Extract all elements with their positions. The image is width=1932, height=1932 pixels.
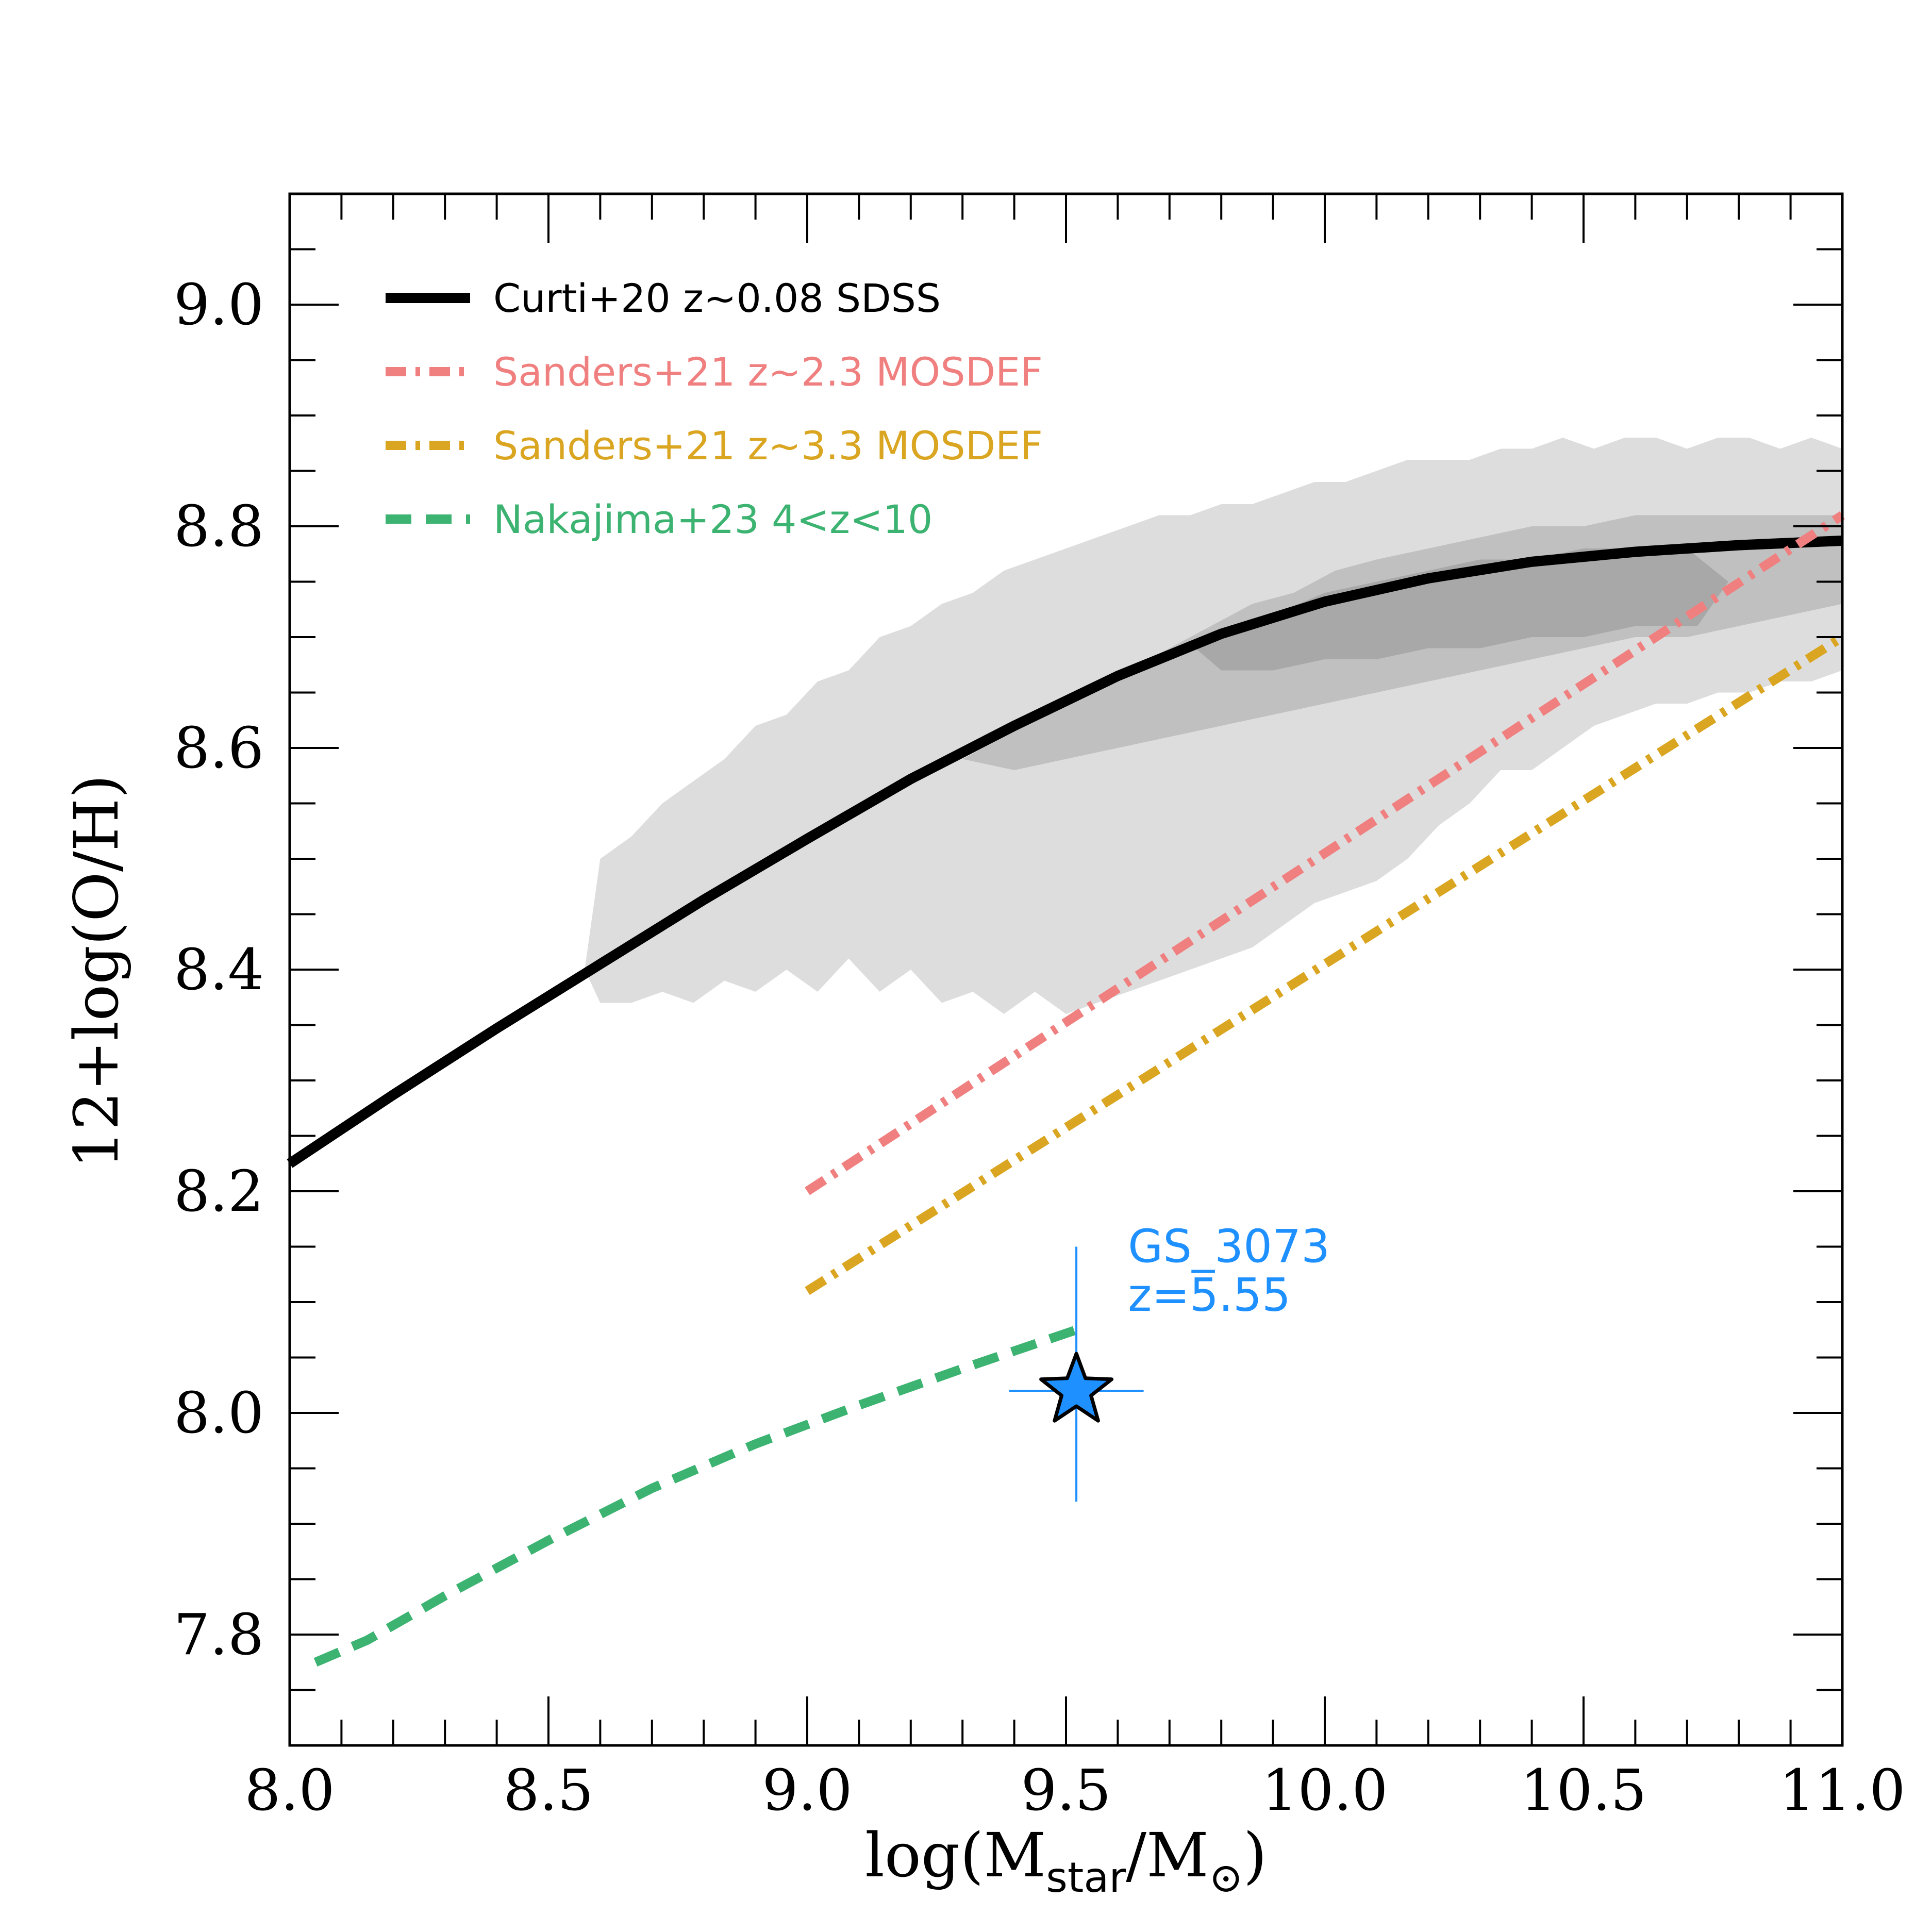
legend-label-nakajima23: Nakajima+23 4<z<10 [493,496,932,542]
density-contour-inner [1195,548,1729,671]
x-axis-label-sun: ⊙ [1209,1854,1243,1902]
x-tick-label: 9.5 [1021,1757,1111,1823]
legend: Curti+20 z~0.08 SDSS Sanders+21 z~2.3 MOS… [386,275,1043,542]
y-tick-label: 7.8 [174,1602,264,1668]
series-line-nakajima23 [313,1325,1078,1667]
point-label-name: GS_3073 [1128,1220,1330,1273]
star-marker [1039,1352,1114,1423]
y-axis-label: 12+log(O/H) [61,775,132,1169]
legend-label-sanders21-z33: Sanders+21 z~3.3 MOSDEF [493,423,1043,469]
x-tick-label: 11.0 [1779,1757,1906,1823]
y-tick-label: 8.4 [174,937,264,1003]
axis-ticks [289,193,1843,1746]
legend-label-curti20: Curti+20 z~0.08 SDSS [493,275,941,321]
x-axis-label: log(Mstar/M⊙) [865,1820,1267,1902]
x-tick-label: 8.5 [504,1757,594,1823]
x-axis-label-close: ) [1243,1820,1267,1891]
x-tick-label: 8.0 [245,1757,335,1823]
y-tick-label: 8.6 [174,715,264,781]
y-tick-label: 8.8 [174,493,264,559]
x-axis-label-main: log(M [865,1820,1046,1891]
x-axis-label-slash: /M [1126,1820,1209,1891]
x-tick-label: 9.0 [762,1757,853,1823]
point-label-redshift: z=5.55 [1128,1269,1291,1322]
axis-tick-labels: 8.0 8.5 9.0 9.5 10.0 10.5 11.0 7.8 8.0 8.2 8.4 8.6 8… [174,272,1905,1823]
series-line-sanders21-z23 [805,511,1845,1195]
x-tick-label: 10.0 [1262,1757,1388,1823]
x-axis-label-sub: star [1046,1854,1126,1902]
y-tick-label: 8.2 [174,1158,264,1224]
series-line-curti20 [287,535,1843,1168]
y-tick-label: 9.0 [174,272,264,338]
series-lines [287,511,1845,1667]
x-tick-label: 10.5 [1521,1757,1647,1823]
legend-label-sanders21-z23: Sanders+21 z~2.3 MOSDEF [493,349,1043,395]
series-line-sanders21-z33 [805,633,1845,1295]
y-tick-label: 8.0 [174,1380,264,1446]
density-contours [585,438,1842,1014]
